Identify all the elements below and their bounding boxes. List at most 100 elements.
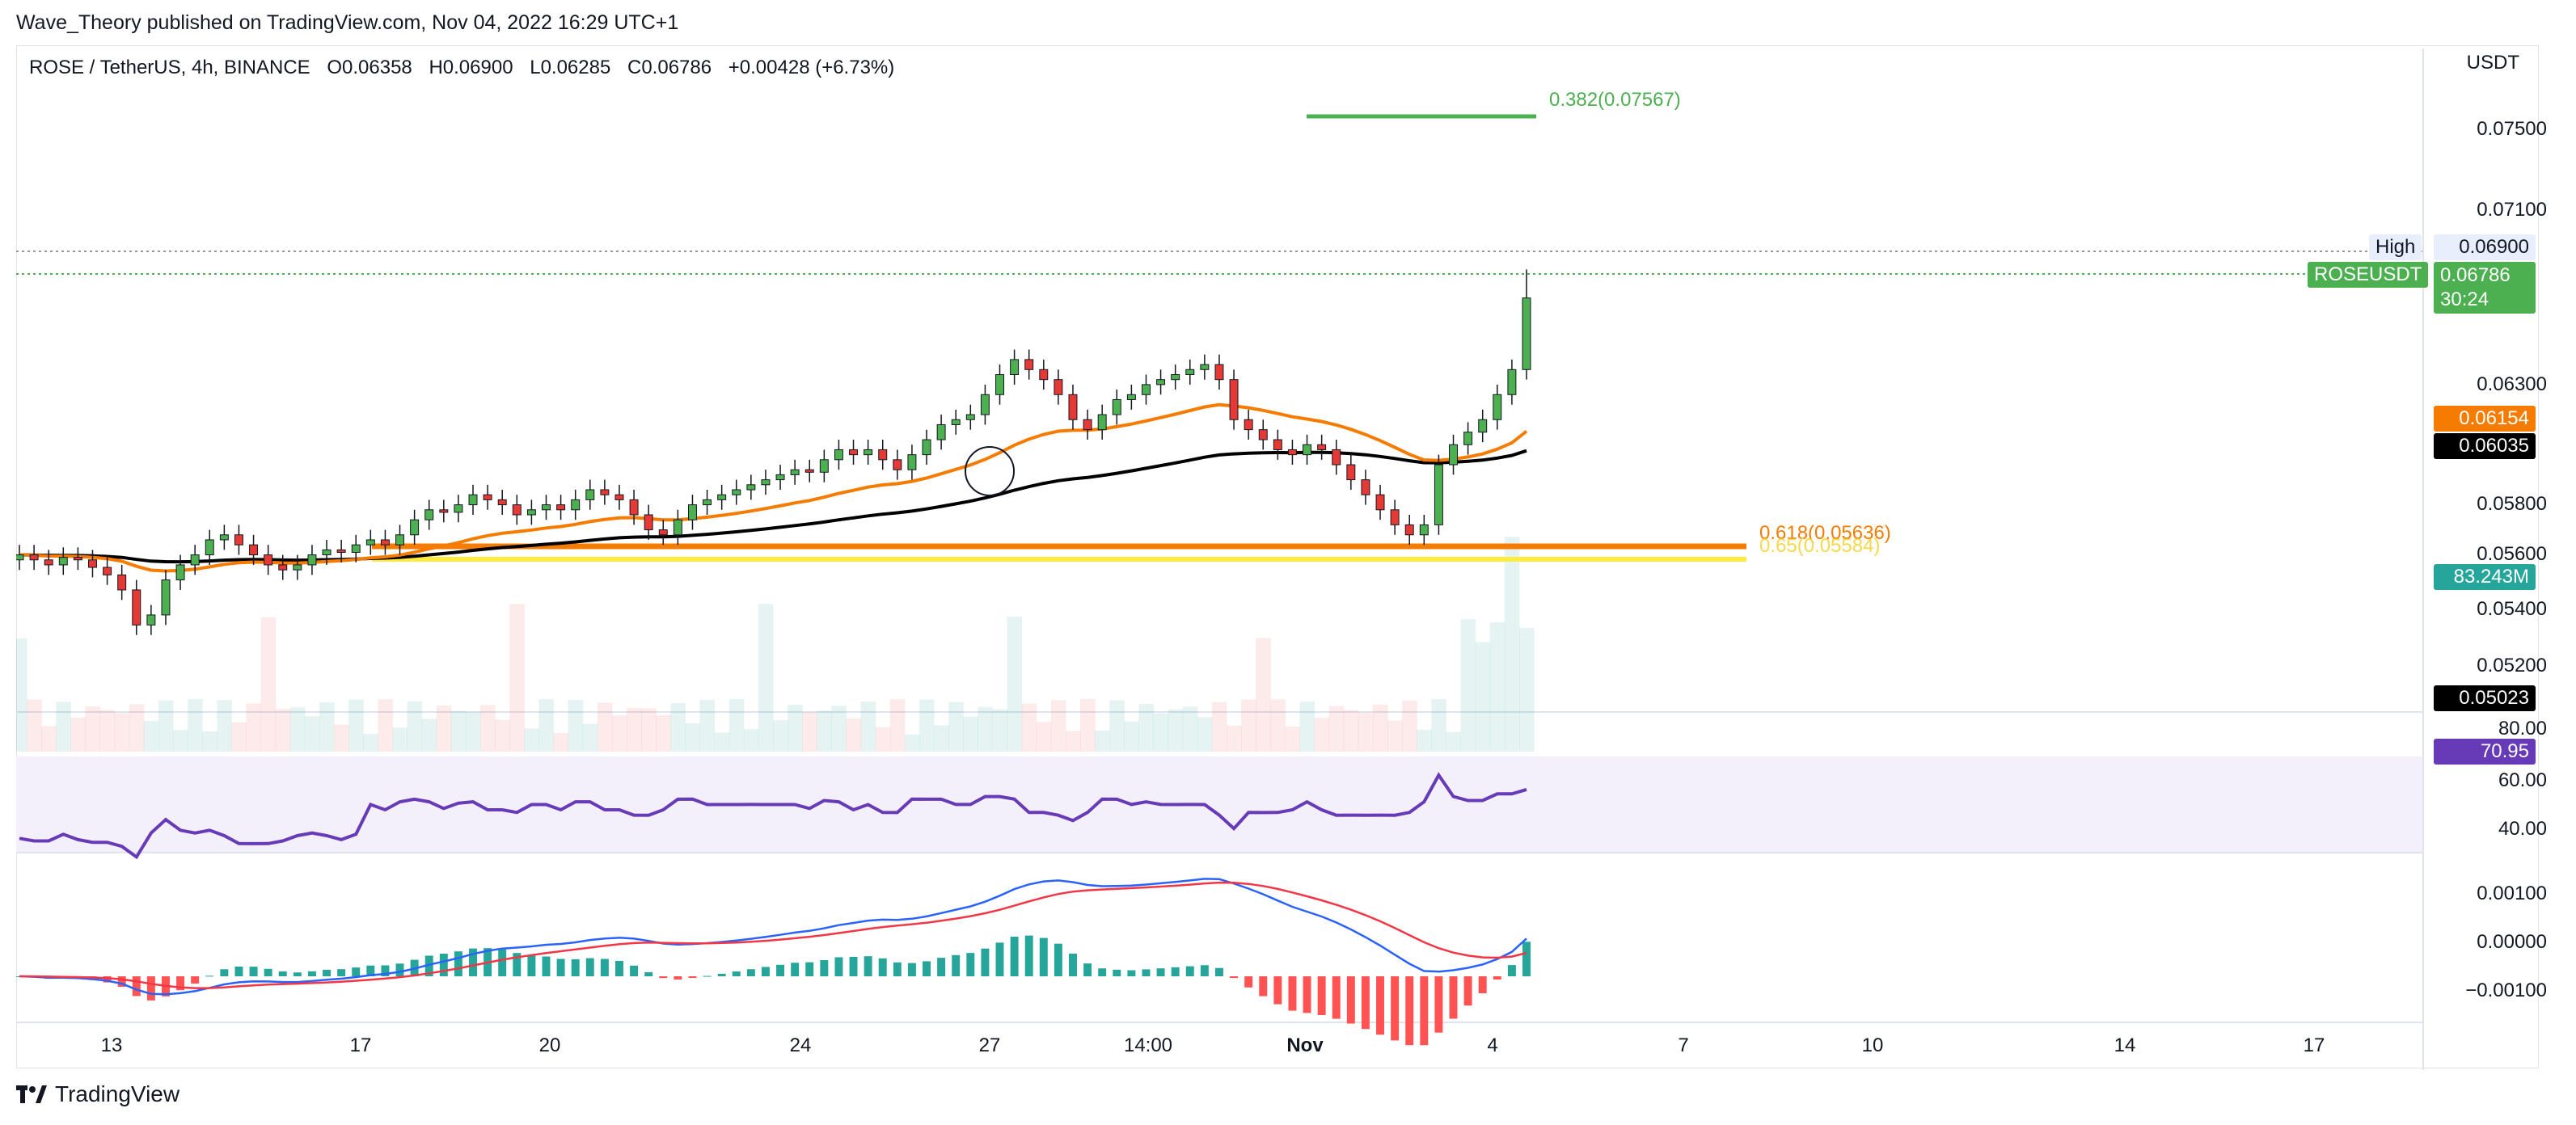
candle-down [1346,464,1356,481]
macd-hist-bar [1039,938,1048,976]
low-bound-tag: 0.05023 [2434,685,2536,711]
volume-bar [1168,710,1184,752]
candle-down [600,489,610,495]
macd-tick-pos: 0.00100 [2477,883,2547,904]
time-tick-7: 7 [1678,1034,1689,1056]
candle-down [1054,379,1063,395]
macd-hist-bar [849,956,858,976]
volume-bar [1227,725,1242,752]
volume-bar [1270,699,1286,752]
candle-up [205,539,214,556]
volume-bar [1138,704,1155,752]
macd-hist-bar [1405,976,1414,1046]
volume-bar [641,708,657,752]
volume-bar [304,716,320,752]
volume-bar [992,709,1008,752]
ohlc-close: C0.06786 [627,57,712,78]
macd-hist-bar [117,976,126,987]
macd-hist-bar [1244,976,1253,988]
volume-bar [1080,699,1096,752]
volume-bar [1197,717,1213,752]
symbol-title[interactable]: ROSE / TetherUS, 4h, BINANCE [29,57,310,78]
candle-up [293,564,302,571]
candle-down [1024,359,1034,370]
signal-line [19,881,1527,989]
candle-up [834,449,843,461]
time-tick-20: 20 [538,1034,561,1056]
price-axis-divider [2422,48,2424,1070]
macd-hist-bar [1303,976,1311,1013]
candle-down [1214,364,1224,381]
candle-down [1287,449,1297,456]
volume-bar [56,702,71,752]
candle-down [893,459,902,470]
macd-hist-bar [1434,976,1443,1033]
macd-hist-bar [1083,963,1092,976]
candle-down [512,504,522,516]
volume-bar [348,699,364,752]
volume-bar [1299,702,1315,752]
candle-up [351,544,361,553]
macd-hist-bar [893,962,902,976]
symbol-tag: ROSEUSDT [2308,262,2429,288]
candle-up [322,549,332,556]
candle-up [703,499,712,506]
macd-hist-bar [746,969,755,976]
footer-brand[interactable]: TradingView [55,1081,180,1106]
currency-label[interactable]: USDT [2466,52,2519,74]
macd-hist-bar [424,955,433,976]
macd-hist-bar [674,976,682,980]
candle-down [629,499,639,516]
candle-down [483,494,492,500]
volume-bar [875,727,891,752]
volume-bar [1372,704,1388,752]
footer: TradingView [16,1081,179,1107]
time-tick-10: 10 [1861,1034,1884,1056]
candle-down [878,449,888,461]
macd-hist-bar [1230,976,1239,979]
volume-bar [627,707,642,752]
macd-hist-bar [352,967,361,976]
volume-bar [1256,638,1271,752]
volume-bar [1211,702,1227,752]
macd-hist-bar [1332,976,1341,1019]
volume-bar [465,711,481,752]
ema-black-tag: 0.06035 [2434,433,2536,459]
macd-hist-bar [1273,976,1282,1005]
fib-65-label: 0.65(0.05584) [1759,535,1881,557]
ohlc-open: O0.06358 [327,57,412,78]
rsi-value-tag: 70.95 [2434,739,2536,765]
candle-up [571,499,581,511]
pane-separator-macd[interactable] [16,852,2422,853]
candle-up [395,534,405,546]
volume-bar [85,706,101,752]
rsi-tick-60: 60.00 [2498,769,2547,791]
volume-bar [509,604,525,752]
price-chart[interactable] [16,48,2422,1070]
candle-up [995,373,1004,395]
time-tick-24: 24 [789,1034,812,1056]
candle-up [1010,359,1020,375]
macd-hist-bar [278,971,287,976]
volume-bar [1021,703,1037,752]
macd-hist-bar [191,976,200,984]
high-tag-value: 0.06900 [2434,234,2536,260]
volume-bar [246,703,262,752]
volume-bar [670,702,686,752]
macd-hist-bar [146,976,155,1001]
volume-bar [846,718,862,752]
macd-hist-bar [234,966,243,976]
candle-up [526,509,536,516]
macd-hist-bar [1156,968,1165,976]
rsi-tick-40: 40.00 [2498,818,2547,840]
candle-down [497,499,507,506]
volume-bar [1124,721,1139,752]
pane-separator-rsi[interactable] [16,711,2422,713]
volume-bar [129,704,145,752]
candle-up [1522,297,1531,370]
macd-hist-bar [732,971,741,976]
time-tick-4: 4 [1487,1034,1498,1056]
volume-bar [1446,731,1462,752]
volume-bar [788,704,803,752]
volume-bar [1460,619,1476,752]
